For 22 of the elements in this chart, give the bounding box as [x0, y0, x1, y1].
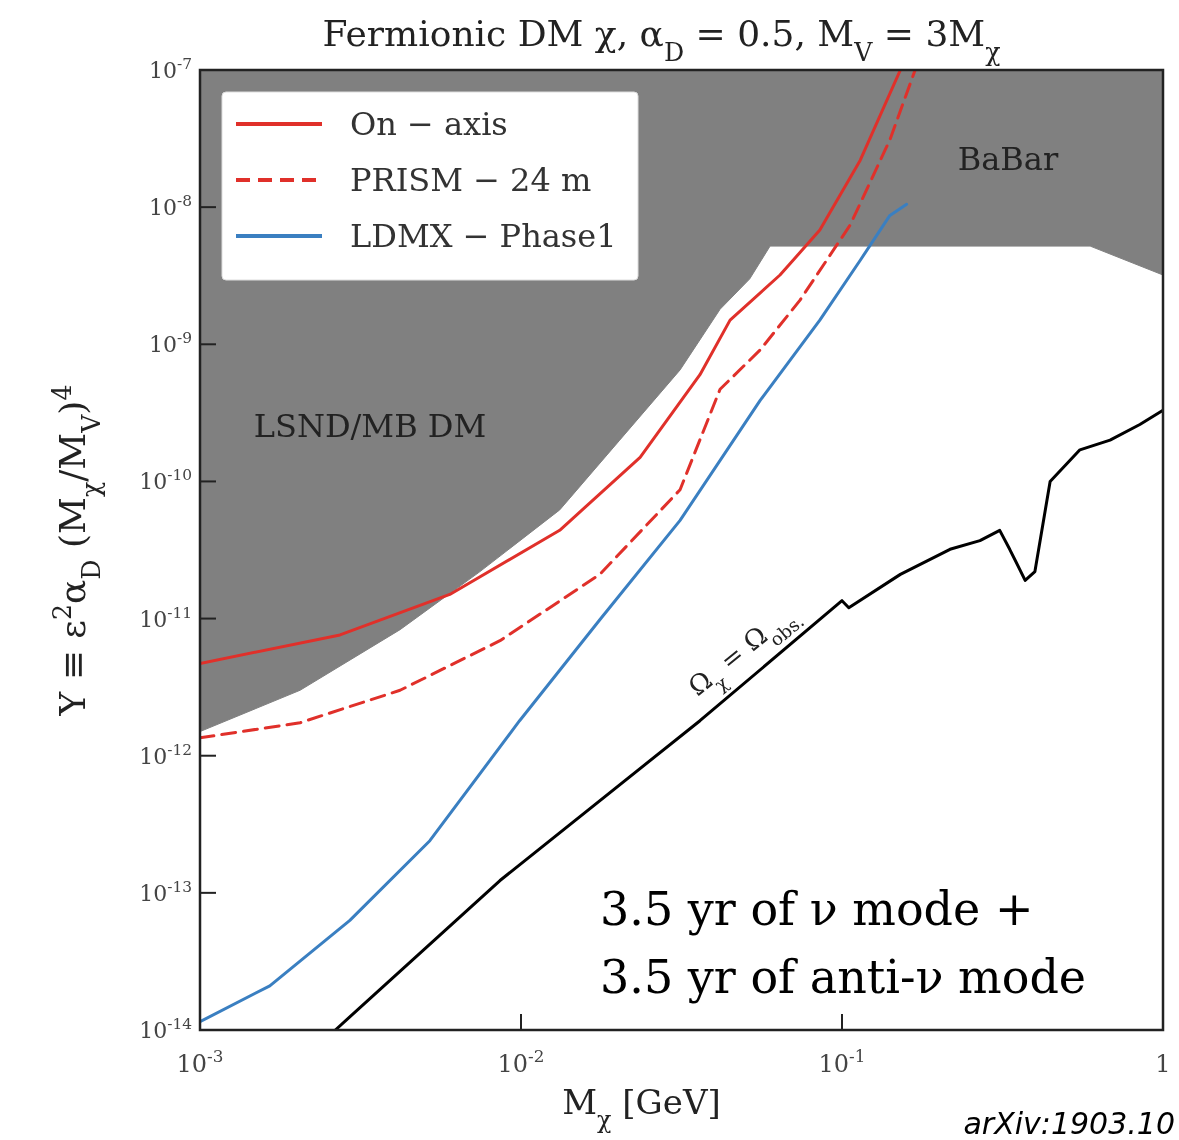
chart-title: Fermionic DM χ, α$_{D}$ = 0.5, M$_{V}$ = 3M$_{χ}$ [322, 13, 1001, 67]
text: arXiv:1903.10 [963, 1106, 1175, 1140]
y-tick-label: 10$^{-7}$ [149, 55, 192, 83]
x-axis-title: M$_{χ}$ [GeV] [562, 1082, 721, 1134]
x-tick-label: 1 [1155, 1050, 1171, 1078]
annotation: BaBar [957, 140, 1059, 178]
y-tick-label: 10$^{-9}$ [149, 329, 192, 358]
y-tick-label: 10$^{-12}$ [139, 740, 192, 769]
x-tick-label: 10$^{-2}$ [497, 1046, 545, 1078]
x-tick-label: 10$^{-3}$ [176, 1046, 224, 1078]
annotation: 3.5 yr of ν mode + [600, 882, 1034, 936]
annotation: LSND/MB DM [253, 407, 487, 445]
legend-label: LDMX − Phase1 [350, 217, 617, 255]
x-tick-label: 10$^{-1}$ [818, 1046, 866, 1078]
y-tick-label: 10$^{-8}$ [149, 192, 192, 221]
annotation: 3.5 yr of anti-ν mode [600, 950, 1087, 1004]
y-tick-label: 10$^{-13}$ [139, 877, 192, 906]
y-tick-label: 10$^{-14}$ [139, 1015, 193, 1043]
legend-label: PRISM − 24 m [350, 161, 592, 199]
legend-label: On − axis [350, 105, 508, 143]
y-tick-label: 10$^{-10}$ [139, 466, 192, 495]
y-tick-label: 10$^{-11}$ [139, 603, 192, 632]
